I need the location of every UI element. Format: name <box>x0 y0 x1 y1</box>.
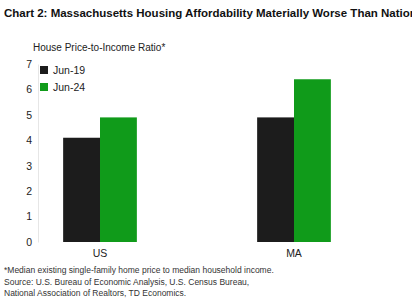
x-tick-label: MA <box>286 247 302 259</box>
y-axis-line <box>38 65 39 243</box>
y-tick-label: 1 <box>26 210 32 222</box>
bar <box>63 138 100 242</box>
footnote: *Median existing single-family home pric… <box>4 265 274 275</box>
y-tick-label: 5 <box>26 109 32 121</box>
legend: Jun-19 Jun-24 <box>40 64 85 93</box>
y-tick: 7 <box>26 58 38 70</box>
x-tick: MA <box>286 242 302 259</box>
y-tick-label: 6 <box>26 83 32 95</box>
bar <box>257 117 294 242</box>
legend-swatch <box>40 83 48 91</box>
bars <box>63 79 331 242</box>
y-axis-title: House Price-to-Income Ratio* <box>33 42 165 53</box>
legend-label: Jun-19 <box>53 64 85 76</box>
chart: Chart 2: Massachusetts Housing Affordabi… <box>0 0 412 308</box>
x-tick-label: US <box>93 247 108 259</box>
legend-swatch <box>40 66 48 74</box>
y-tick: 3 <box>26 160 38 172</box>
y-tick: 6 <box>26 83 38 95</box>
y-tick-label: 2 <box>26 185 32 197</box>
bar <box>294 79 331 242</box>
x-tick: US <box>93 242 108 259</box>
y-tick: 2 <box>26 185 38 197</box>
legend-label: Jun-24 <box>53 81 85 93</box>
y-axis: 0 1 2 3 4 5 6 7 <box>26 58 38 248</box>
title: Chart 2: Massachusetts Housing Affordabi… <box>4 7 412 19</box>
bar <box>100 117 137 242</box>
y-tick-label: 3 <box>26 160 32 172</box>
x-axis: US MA <box>4 242 392 259</box>
y-tick-label: 4 <box>26 134 32 146</box>
y-tick: 0 <box>26 236 38 248</box>
y-tick: 5 <box>26 109 38 121</box>
y-tick: 4 <box>26 134 38 146</box>
y-tick-label: 7 <box>26 58 32 70</box>
x-axis-line <box>4 242 392 243</box>
footnote: Source: U.S. Bureau of Economic Analysis… <box>4 277 249 287</box>
footnotes: *Median existing single-family home pric… <box>4 265 274 298</box>
footnote: National Association of Realtors, TD Eco… <box>4 288 186 298</box>
y-tick: 1 <box>26 210 38 222</box>
y-tick-label: 0 <box>26 236 32 248</box>
